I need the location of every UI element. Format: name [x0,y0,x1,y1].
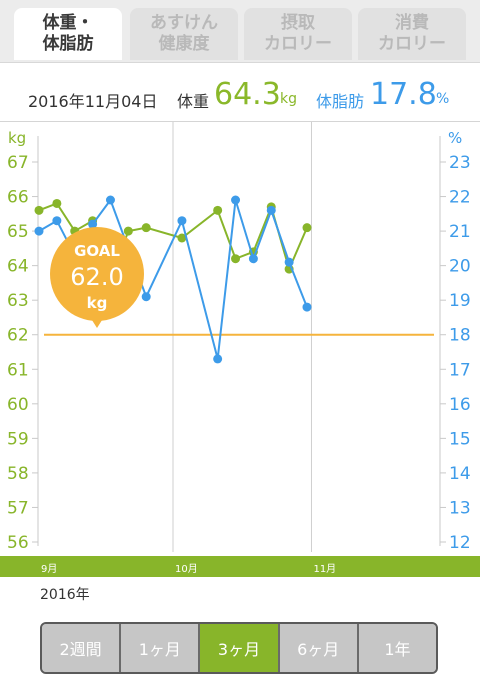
bodyfat-data-point [284,257,294,267]
right-tick-label: 22 [449,188,471,208]
weight-data-point [231,254,241,264]
period-option[interactable]: 6ヶ月 [279,624,359,672]
tab-health-score[interactable]: あすけん 健康度 [130,8,238,60]
bodyfat-data-point [141,292,151,302]
timeline-month-label: 11月 [313,564,337,575]
weight-data-point [177,233,187,243]
right-tick-label: 18 [449,326,471,346]
left-tick-label: 64 [7,257,29,277]
goal-unit: kg [87,294,108,312]
timeline-year: 2016年 [40,587,90,603]
weight-data-point [52,198,62,208]
left-tick-label: 59 [7,429,29,449]
timeline-month-label: 10月 [175,564,198,575]
bodyfat-data-point [248,254,258,264]
weight-value: 64.3 [214,77,281,112]
weight-data-point [123,226,133,236]
right-tick-label: 12 [449,533,471,553]
bodyfat-data-point [266,205,276,215]
bodyfat-data-point [105,195,115,205]
right-tick-label: 14 [449,464,471,484]
tab-label-line2: カロリー [264,34,332,54]
timeline-bar: 9月 10月 11月 [0,556,480,577]
bodyfat-data-point [302,302,312,312]
bodyfat-data-point [177,216,187,226]
weight-bodyfat-chart: kg % 56 57 58 59 60 61 62 63 64 65 66 67 12 13 14 15 16… [7,122,471,553]
tab-label-line2: 体脂肪 [42,34,94,54]
period-option[interactable]: 3ヶ月 [200,624,280,672]
tab-label-line1: 消費 [395,13,429,33]
summary-row: 2016年11月04日 体重 64.3 kg 体脂肪 17.8 % [0,75,480,119]
weight-data-point [213,205,223,215]
right-tick-label: 23 [449,153,471,173]
tab-label-line1: あすけん [150,13,218,33]
left-tick-label: 61 [7,360,29,380]
bodyfat-data-point [213,354,223,364]
goal-value: 62.0 [70,263,123,291]
weight-data-point [34,205,44,215]
right-tick-label: 15 [449,429,471,449]
left-tick-label: 60 [7,395,29,415]
left-tick-label: 63 [7,291,29,311]
tab-label-line2: 健康度 [158,34,210,54]
tab-calorie-intake[interactable]: 摂取 カロリー [244,8,352,60]
left-tick-label: 56 [7,533,29,553]
right-tick-label: 17 [449,360,471,380]
tab-label-line1: 体重・ [42,13,94,33]
period-option[interactable]: 1年 [358,624,436,672]
bodyfat-data-point [34,226,44,236]
goal-bubble-circle [50,227,144,321]
weight-label: 体重 [177,92,210,111]
bodyfat-data-point [231,195,241,205]
weight-unit: kg [280,91,297,107]
left-tick-label: 67 [7,153,29,173]
right-tick-label: 16 [449,395,471,415]
period-selector: 2週間 1ヶ月 3ヶ月 6ヶ月 1年 [40,622,438,674]
right-tick-label: 13 [449,498,471,518]
bodyfat-data-point [88,219,98,229]
tab-calorie-burned[interactable]: 消費 カロリー [358,8,466,60]
summary-divider [0,121,480,122]
bodyfat-label: 体脂肪 [316,92,365,111]
timeline-month-label: 9月 [41,564,58,575]
period-option[interactable]: 2週間 [42,624,122,672]
tab-weight-bodyfat[interactable]: 体重・ 体脂肪 [14,8,122,60]
summary-date: 2016年11月04日 [28,92,158,111]
bodyfat-value: 17.8 [370,77,437,112]
right-tick-label: 20 [449,257,471,277]
left-tick-label: 65 [7,222,29,242]
goal-label: GOAL [74,242,120,260]
tab-label-line2: カロリー [378,34,446,54]
goal-bubble[interactable]: GOAL 62.0 kg [50,227,144,328]
left-tick-label: 66 [7,188,29,208]
right-tick-label: 19 [449,291,471,311]
weight-data-point [302,223,312,233]
left-tick-label: 58 [7,464,29,484]
left-tick-label: 62 [7,326,29,346]
period-option[interactable]: 1ヶ月 [121,624,201,672]
tab-label-line1: 摂取 [281,13,315,33]
weight-data-point [141,223,151,233]
goal-bubble-pointer [90,317,104,328]
right-axis-unit: % [448,129,462,147]
tab-bar: 体重・ 体脂肪 あすけん 健康度 摂取 カロリー 消費 カロリー [0,0,480,63]
bodyfat-unit: % [436,91,450,107]
left-axis-unit: kg [8,129,26,147]
right-tick-label: 21 [449,222,471,242]
bodyfat-data-point [52,216,62,226]
left-tick-label: 57 [7,498,29,518]
